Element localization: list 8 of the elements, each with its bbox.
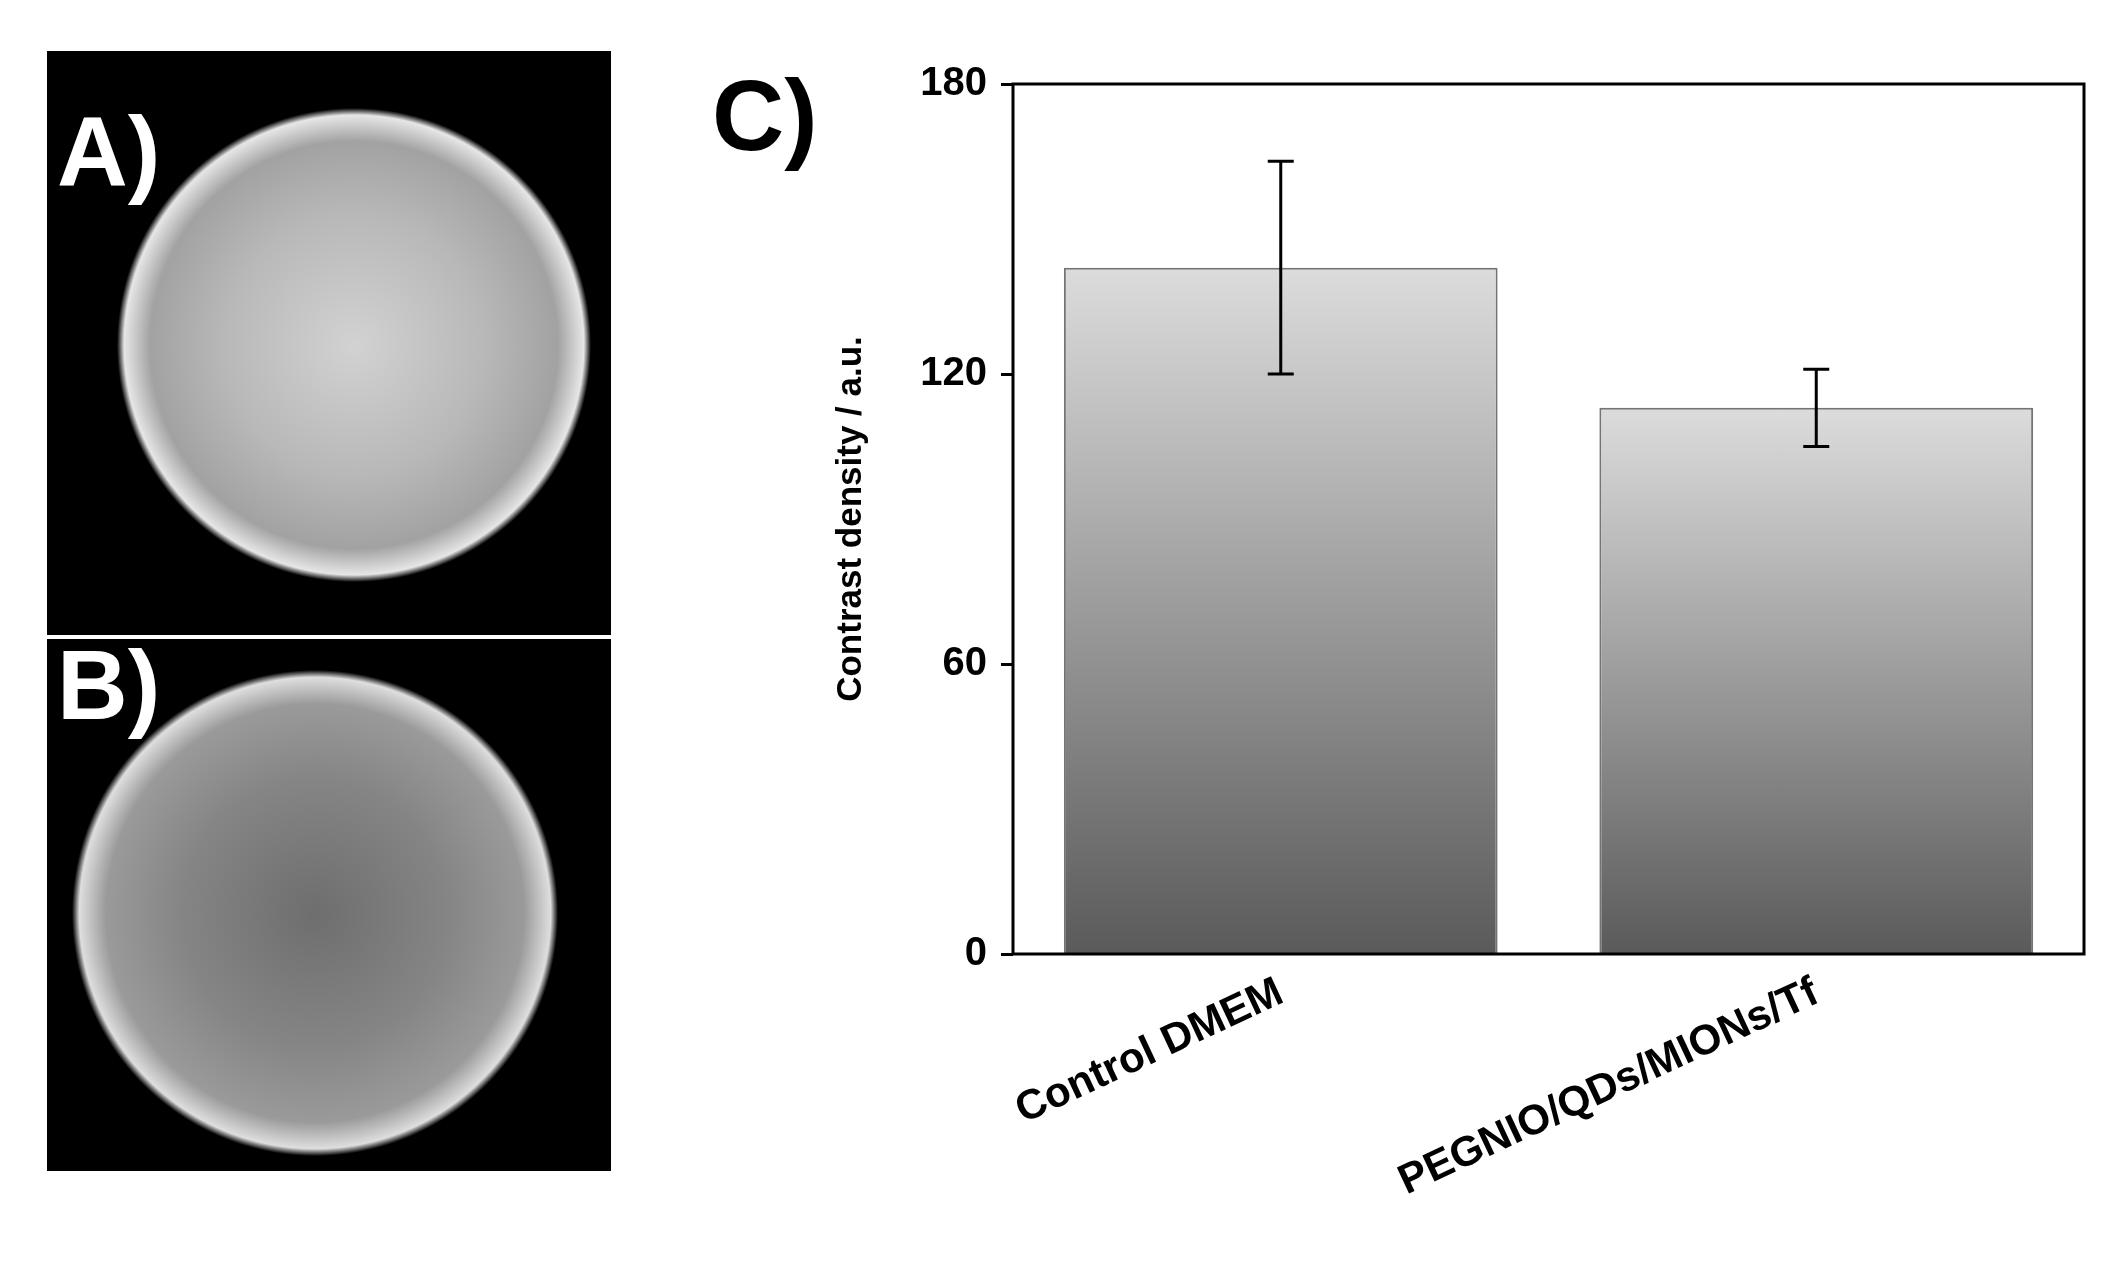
y-tick-label: 0 [964, 929, 987, 974]
y-tick-label: 60 [942, 639, 987, 684]
text: B) [57, 630, 161, 740]
y-axis-title: Contrast density / a.u. [828, 336, 868, 702]
y-tick-label: 180 [920, 59, 987, 104]
y-tick-label: 120 [920, 349, 987, 394]
chart-title: C) [712, 59, 818, 171]
text: A) [57, 96, 161, 206]
